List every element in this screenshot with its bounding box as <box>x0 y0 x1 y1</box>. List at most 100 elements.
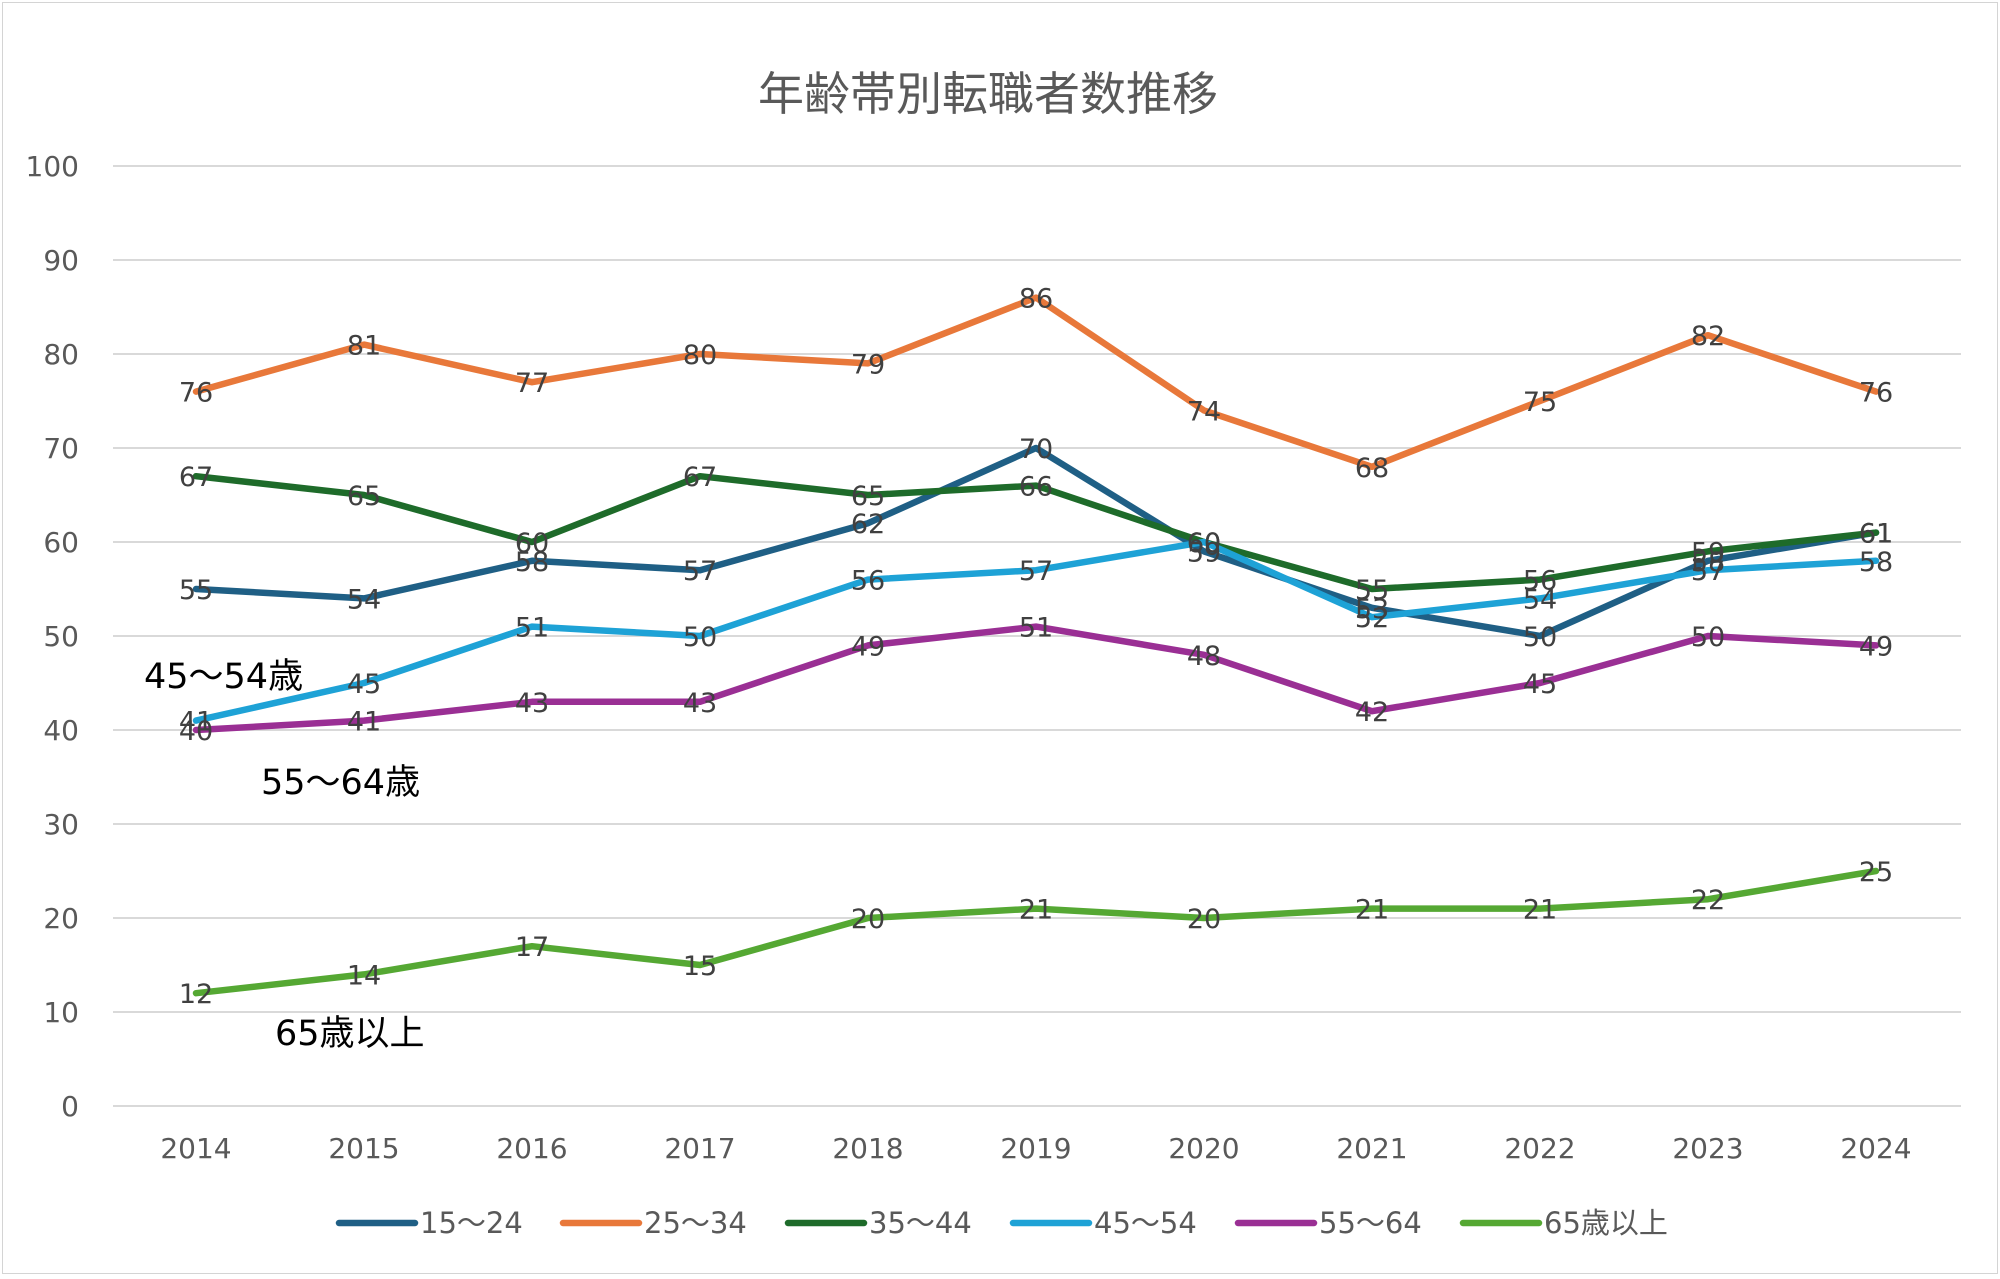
data-label: 65 <box>851 481 885 512</box>
data-label: 51 <box>515 613 549 644</box>
series-line <box>192 294 1880 471</box>
series-lines <box>192 294 1880 997</box>
x-tick-label: 2022 <box>1504 1132 1575 1165</box>
data-label: 58 <box>1691 547 1725 578</box>
data-label: 14 <box>347 960 381 991</box>
legend: 15～24 25～34 35～44 45～54 55～64 65歳以上 <box>335 1206 1668 1240</box>
data-label: 15 <box>683 951 717 982</box>
data-label: 61 <box>1859 519 1893 550</box>
legend-label: 65歳以上 <box>1544 1206 1668 1240</box>
x-tick-label: 2018 <box>832 1132 903 1165</box>
data-label: 59 <box>1691 537 1725 568</box>
chart-title: 年齢帯別転職者数推移 <box>758 67 1218 121</box>
series-line <box>192 444 1880 640</box>
data-label: 59 <box>1187 537 1221 568</box>
data-label: 57 <box>1691 556 1725 587</box>
x-tick-label: 2017 <box>664 1132 735 1165</box>
legend-label: 15～24 <box>420 1206 523 1240</box>
data-label: 20 <box>1187 904 1221 935</box>
annotation-55-64: 55～64歳 <box>261 763 420 803</box>
x-tick-label: 2019 <box>1000 1132 1071 1165</box>
data-label: 58 <box>1859 547 1893 578</box>
legend-label: 25～34 <box>644 1206 747 1240</box>
data-label: 40 <box>179 716 213 747</box>
legend-label: 45～54 <box>1094 1206 1197 1240</box>
y-tick-label: 30 <box>43 808 79 841</box>
annotation-45-54: 45～54歳 <box>144 657 303 697</box>
data-label: 42 <box>1355 697 1389 728</box>
y-axis-ticks: 0 10 20 30 40 50 60 70 80 90 100 <box>26 150 79 1123</box>
data-label: 70 <box>1019 434 1053 465</box>
legend-label: 55～64 <box>1319 1206 1422 1240</box>
data-label: 49 <box>1859 631 1893 662</box>
y-tick-label: 90 <box>43 244 79 277</box>
data-label: 22 <box>1691 885 1725 916</box>
data-label: 52 <box>1355 603 1389 634</box>
data-label: 41 <box>179 707 213 738</box>
y-tick-label: 60 <box>43 526 79 559</box>
y-tick-label: 40 <box>43 714 79 747</box>
gridlines <box>113 165 1961 1107</box>
y-tick-label: 50 <box>43 620 79 653</box>
data-label: 49 <box>851 631 885 662</box>
x-tick-label: 2020 <box>1168 1132 1239 1165</box>
data-label: 60 <box>1187 528 1221 559</box>
x-tick-label: 2015 <box>328 1132 399 1165</box>
data-label: 43 <box>515 688 549 719</box>
data-label: 50 <box>1691 622 1725 653</box>
data-label: 60 <box>515 528 549 559</box>
x-tick-label: 2021 <box>1336 1132 1407 1165</box>
data-label: 58 <box>515 547 549 578</box>
annotation-65-plus: 65歳以上 <box>275 1014 425 1054</box>
data-label: 86 <box>1019 284 1053 315</box>
data-label: 60 <box>1187 528 1221 559</box>
data-label: 20 <box>851 904 885 935</box>
data-label: 81 <box>347 331 381 362</box>
y-tick-label: 80 <box>43 338 79 371</box>
data-label: 12 <box>179 979 213 1010</box>
data-label: 65 <box>347 481 381 512</box>
series-line <box>192 623 1880 734</box>
data-label: 68 <box>1355 453 1389 484</box>
data-label: 79 <box>851 349 885 380</box>
data-label: 53 <box>1355 594 1389 625</box>
data-label: 25 <box>1859 857 1893 888</box>
data-label: 67 <box>683 462 717 493</box>
x-axis-ticks: 2014 2015 2016 2017 2018 2019 2020 2021 2022 2023… <box>160 1132 1911 1165</box>
x-tick-label: 2014 <box>160 1132 231 1165</box>
data-label: 55 <box>1355 575 1389 606</box>
data-label: 67 <box>179 462 213 493</box>
y-tick-label: 70 <box>43 432 79 465</box>
data-label: 55 <box>179 575 213 606</box>
series-line <box>192 538 1880 724</box>
data-label: 77 <box>515 368 549 399</box>
data-label: 54 <box>1523 584 1557 615</box>
data-label: 17 <box>515 932 549 963</box>
data-label: 48 <box>1187 641 1221 672</box>
data-label: 82 <box>1691 321 1725 352</box>
data-label: 50 <box>683 622 717 653</box>
data-label: 57 <box>1019 556 1053 587</box>
data-label: 80 <box>683 340 717 371</box>
data-label: 76 <box>179 378 213 409</box>
y-tick-label: 100 <box>26 150 79 183</box>
series-line <box>192 867 1880 997</box>
data-label: 74 <box>1187 396 1221 427</box>
data-label: 45 <box>1523 669 1557 700</box>
y-tick-label: 0 <box>61 1090 79 1123</box>
legend-label: 35～44 <box>869 1206 972 1240</box>
data-label: 62 <box>851 509 885 540</box>
data-label: 66 <box>1019 472 1053 503</box>
annotations: 45～54歳 55～64歳 65歳以上 <box>144 657 425 1054</box>
data-label: 41 <box>347 707 381 738</box>
x-tick-label: 2023 <box>1672 1132 1743 1165</box>
data-label: 75 <box>1523 387 1557 418</box>
data-label: 61 <box>1859 519 1893 550</box>
data-label: 57 <box>683 556 717 587</box>
data-label: 54 <box>347 584 381 615</box>
data-label: 45 <box>347 669 381 700</box>
x-tick-label: 2024 <box>1840 1132 1911 1165</box>
